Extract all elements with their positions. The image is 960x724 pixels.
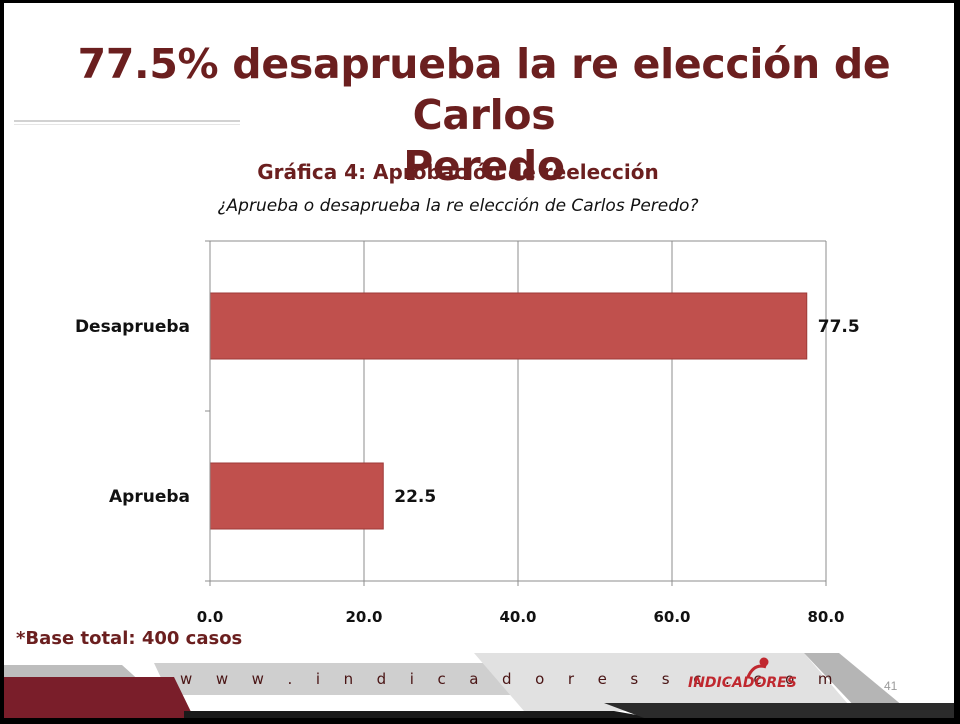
category-label-aprueba: Aprueba (109, 487, 190, 507)
decorative-rule-shadow (14, 124, 240, 125)
bar-aprueba (209, 462, 384, 530)
chart-question: ¿Aprueba o desaprueba la re elección de … (217, 196, 699, 216)
base-total-note: *Base total: 400 casos (16, 628, 243, 649)
slide: 77.5% desaprueba la re elección de Carlo… (4, 3, 954, 718)
logo-swoosh-icon (746, 657, 769, 678)
bar-desaprueba (209, 292, 808, 360)
slide-title-line2: Peredo (403, 142, 565, 190)
brand-logo: INDICADORES (688, 675, 797, 691)
website-url: w w w . i n d i c a d o r e s s c . c o … (180, 670, 842, 688)
x-tick-label-4: 80.0 (807, 608, 844, 626)
decorative-rule (14, 120, 240, 122)
slide-title-line1: 77.5% desaprueba la re elección de Carlo… (77, 40, 891, 139)
data-label-aprueba: 22.5 (394, 487, 436, 507)
x-tick-label-2: 40.0 (499, 608, 536, 626)
data-label-desaprueba: 77.5 (818, 317, 860, 337)
x-tick-label-0: 0.0 (197, 608, 224, 626)
category-label-desaprueba: Desaprueba (75, 317, 190, 337)
x-tick-label-3: 60.0 (653, 608, 690, 626)
chart-title: Gráfica 4: Aprobación de reelección (257, 160, 659, 184)
x-tick-label-1: 20.0 (345, 608, 382, 626)
bar-chart: 0.0 20.0 40.0 60.0 80.0 77.5 Desaprueba 22.5 Apr… (75, 240, 860, 626)
page-number: 41 (884, 679, 898, 693)
slide-title: 77.5% desaprueba la re elección de Carlo… (4, 39, 954, 192)
